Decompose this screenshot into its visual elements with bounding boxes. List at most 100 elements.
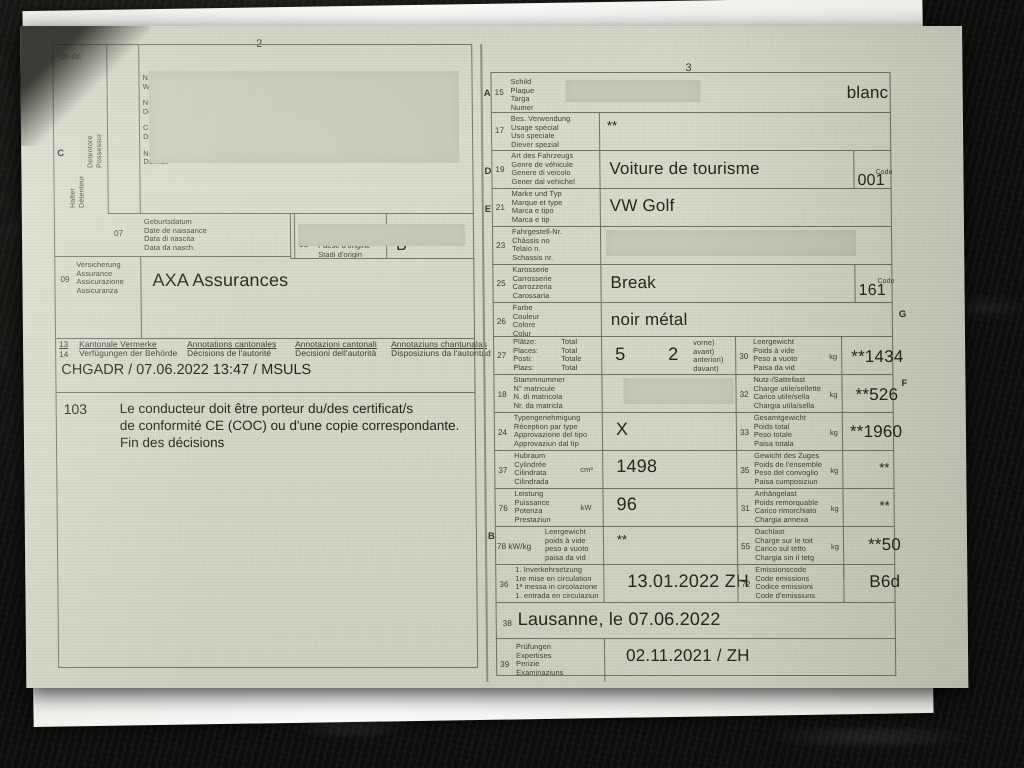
rule (494, 449, 895, 451)
row-number-72: 72 (741, 579, 751, 589)
rule (55, 391, 476, 393)
plate-colour-value: blanc (846, 82, 889, 102)
payload-labels: Nutz-/Sattellast Charge utile/sellette C… (753, 374, 821, 410)
decision-text: Le conducteur doit être porteur du/des c… (119, 400, 460, 450)
section-letter-d: D (484, 165, 492, 177)
power-weight-ratio-labels: Leergewicht poids à vide peso a vuoto pa… (544, 526, 589, 562)
seats-front-labels: vorne) avant) anteriori) davant) (693, 337, 724, 373)
birthdate-labels: Geburtsdatum Date de naissance Data di n… (143, 216, 207, 252)
make-type-value: VW Golf (609, 195, 675, 215)
chassis-labels: Fahrgestell-Nr. Châssis no Telaio n. Sch… (511, 226, 563, 262)
vehicle-type-labels: Art des Fahrzeugs Genre de véhicule Gene… (511, 150, 575, 186)
section-letter-e: E (484, 203, 492, 215)
annotations-heading-fr: Annotations cantonales Décisions de l'au… (187, 338, 277, 358)
place-date-value: Lausanne, le 07.06.2022 (517, 608, 721, 629)
redaction-matricule (623, 377, 734, 404)
seats-total-labels: Total Total Totale Total (561, 336, 582, 372)
row-number-55: 55 (740, 541, 751, 551)
payload-value: **526 (855, 384, 899, 404)
row-number-31: 31 (740, 503, 750, 513)
rule (492, 335, 894, 337)
section-letter-g: G (898, 308, 907, 320)
holder-label-detenteur: Détenteur (78, 175, 86, 208)
rule (495, 637, 896, 639)
row-number-32: 32 (739, 389, 749, 399)
annotation-entry: CHGADR / 07.06.2022 13:47 / MSULS (61, 361, 312, 378)
first-registration-labels: 1. Inverkehrsetzung 1re mise en circulat… (515, 564, 599, 600)
row-number-24: 24 (497, 427, 508, 437)
colour-labels: Farbe Couleur Colore Colur (512, 302, 540, 338)
displacement-unit: cm³ (580, 464, 593, 474)
row-number-39: 39 (500, 659, 510, 669)
inspection-labels: Prüfungen Expertises Perizie Examinaziun… (515, 641, 564, 677)
type-approval-labels: Typengenehmigung Réception par type Appr… (513, 412, 588, 448)
row-number-23: 23 (496, 240, 506, 250)
displacement-labels: Hubraum Cylindrée Cilindrata Cilindrada (514, 450, 549, 486)
row-number-14: 14 (59, 349, 69, 359)
trailer-load-value: ** (879, 497, 890, 513)
rule (490, 111, 891, 113)
unladen-weight-value: **1434 (851, 346, 904, 366)
special-use-labels: Bes. Verwendung Usage spécial Uso specia… (510, 113, 571, 149)
annotations-heading-de: Kantonale Vermerke Verfügungen der Behör… (79, 338, 178, 358)
payload-unit: kg (829, 389, 838, 399)
section-letter-f: F (901, 377, 908, 389)
annotations-heading-rm: Annotaziuns chantunalas Disposiziuns da … (391, 338, 491, 358)
row-number-13: 13 (59, 339, 69, 349)
matricule-labels: Stammnummer N° matricule N. di matricola… (513, 374, 566, 410)
train-weight-labels: Gewicht des Zuges Poids de l'ensemble Pe… (754, 450, 823, 486)
section-letter-a: A (483, 87, 491, 99)
unladen-weight-unit: kg (829, 351, 838, 361)
rule (492, 263, 893, 265)
rule (54, 255, 291, 257)
vehicle-type-code-label: Code (875, 168, 893, 176)
redaction-holder-name (148, 70, 460, 163)
power-weight-ratio-value: ** (616, 531, 628, 547)
emission-code-labels: Emissionscode Code emissions Codice emis… (755, 564, 816, 600)
holder-label-possessur: Possessur (96, 133, 104, 168)
special-use-value: ** (606, 117, 618, 133)
annotations-heading-it: Annotazioni cantonali Decisioni dell'aut… (295, 338, 377, 358)
seats-front-value: 2 (668, 343, 679, 364)
row-number-38: 38 (502, 618, 512, 628)
row-number-78: 78 kW/kg (496, 541, 532, 551)
row-number-07: 07 (113, 228, 124, 238)
plate-labels: Schild Plaque Targa Numer (510, 76, 535, 112)
redaction-birthdate (297, 223, 466, 246)
seats-labels: Plätze: Places: Posti: Plazs: (513, 336, 539, 372)
insurance-labels: Versicherung Assurance Assicurazione Ass… (76, 259, 124, 295)
seats-total-value: 5 (615, 343, 626, 364)
rule (492, 301, 893, 303)
row-number-09: 09 (60, 274, 70, 284)
row-number-26: 26 (496, 316, 507, 326)
train-weight-value: ** (879, 459, 890, 475)
make-type-labels: Marke und Typ Marque et type Marca e tip… (511, 188, 563, 224)
body-value: Break (610, 272, 657, 292)
power-unit: kW (580, 502, 592, 512)
type-approval-value: X (615, 418, 629, 439)
row-number-19: 19 (495, 164, 505, 174)
trailer-load-unit: kg (830, 503, 839, 513)
section-letter-b: B (487, 530, 495, 542)
redaction-plate-number (565, 79, 701, 102)
rule (290, 257, 475, 259)
body-labels: Karosserie Carrosserie Carrozzeria Caros… (512, 264, 552, 300)
decision-code: 103 (63, 400, 88, 417)
rule (494, 487, 895, 489)
row-number-37: 37 (498, 465, 508, 475)
roof-load-labels: Dachlast Charge sur le toit Carico sul t… (754, 526, 815, 562)
insurance-value: AXA Assurances (152, 269, 289, 290)
total-weight-value: **1960 (849, 421, 903, 441)
roof-load-unit: kg (830, 541, 840, 551)
center-fold (480, 43, 489, 682)
row-number-35: 35 (740, 465, 750, 475)
total-weight-labels: Gesamtgewicht Poids total Peso totale Pa… (753, 412, 807, 448)
row-number-76: 76 (498, 503, 508, 513)
colour-value: noir métal (610, 309, 688, 329)
row-number-33: 33 (739, 427, 750, 437)
row-number-25: 25 (496, 278, 506, 288)
row-number-36: 36 (499, 579, 509, 589)
trailer-load-labels: Anhängelast Poids remorquable Carico rim… (754, 488, 819, 524)
rule (495, 601, 896, 603)
redaction-chassis-number (605, 229, 857, 256)
